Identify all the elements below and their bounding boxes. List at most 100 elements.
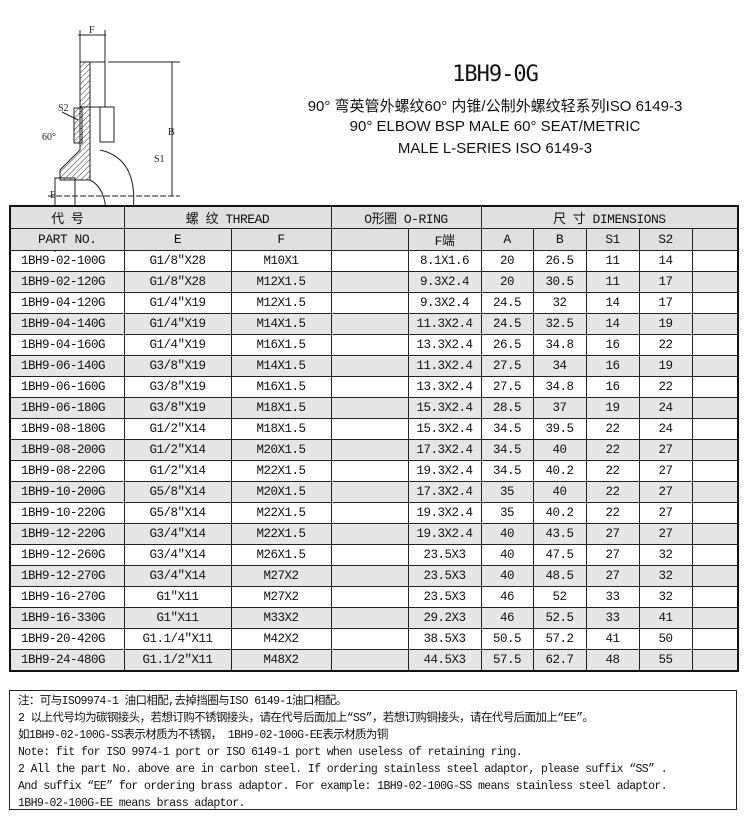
cell-thread-e: G3/8″X19	[123, 376, 232, 398]
col-blank	[691, 228, 739, 251]
cell-dim-a: 27.5	[480, 376, 534, 398]
cell-dim-s1: 27	[585, 523, 640, 545]
cell-dim-b: 40.2	[532, 502, 587, 524]
cell-blank	[330, 460, 409, 482]
cell-dim-a: 34.5	[480, 418, 534, 440]
cell-dim-s1: 11	[585, 250, 640, 272]
cell-thread-e: G1/4″X19	[123, 313, 232, 335]
cell-blank	[330, 544, 409, 566]
cell-dim-s1: 41	[585, 628, 640, 650]
cell-blank	[691, 628, 739, 650]
cell-oring-f-end: 9.3X2.4	[407, 292, 482, 314]
cell-thread-f: M33X2	[230, 607, 332, 629]
drawing-label-s2: S2	[58, 103, 69, 114]
cell-part-no: 1BH9-04-140G	[9, 313, 125, 335]
cell-dim-a: 40	[480, 544, 534, 566]
cell-dim-s2: 27	[638, 439, 693, 461]
table-row: 1BH9-04-140G G1/4″X19 M14X1.5 11.3X2.4 24.5 3…	[9, 313, 739, 335]
cell-thread-e: G3/4″X14	[123, 523, 232, 545]
cell-dim-s2: 27	[638, 502, 693, 524]
cell-part-no: 1BH9-12-270G	[9, 565, 125, 587]
cell-thread-e: G3/8″X19	[123, 397, 232, 419]
cell-dim-b: 57.2	[532, 628, 587, 650]
cell-dim-b: 43.5	[532, 523, 587, 545]
dimensions-table: 代 号 螺 纹 THREAD O形圈 O-RING 尺 寸 DIMENSIONS…	[9, 205, 739, 672]
header-dimensions: 尺 寸 DIMENSIONS	[480, 205, 739, 229]
table-row: 1BH9-10-200G G5/8″X14 M20X1.5 17.3X2.4 35 40 2…	[9, 481, 739, 503]
cell-dim-b: 37	[532, 397, 587, 419]
table-row: 1BH9-24-480G G1.1/2″X11 M48X2 44.5X3 57.5 62.…	[9, 649, 739, 672]
cell-oring-f-end: 19.3X2.4	[407, 460, 482, 482]
cell-thread-f: M48X2	[230, 649, 332, 672]
cell-oring-f-end: 44.5X3	[407, 649, 482, 672]
cell-dim-s1: 22	[585, 502, 640, 524]
cell-thread-f: M10X1	[230, 250, 332, 272]
cell-oring-f-end: 23.5X3	[407, 565, 482, 587]
drawing-label-s1: S1	[154, 154, 165, 165]
cell-dim-a: 40	[480, 565, 534, 587]
drawing-label-b: B	[168, 127, 175, 138]
cell-part-no: 1BH9-20-420G	[9, 628, 125, 650]
cell-oring-f-end: 9.3X2.4	[407, 271, 482, 293]
cell-blank	[691, 460, 739, 482]
cell-part-no: 1BH9-06-160G	[9, 376, 125, 398]
cell-dim-s1: 22	[585, 460, 640, 482]
product-code: 1BH9-0G	[452, 62, 539, 87]
header-oring: O形圈 O-RING	[330, 205, 482, 229]
cell-dim-a: 24.5	[480, 292, 534, 314]
cell-dim-a: 40	[480, 523, 534, 545]
cell-oring-f-end: 29.2X3	[407, 607, 482, 629]
cell-part-no: 1BH9-10-200G	[9, 481, 125, 503]
cell-dim-s2: 32	[638, 544, 693, 566]
cell-part-no: 1BH9-12-260G	[9, 544, 125, 566]
cell-part-no: 1BH9-16-330G	[9, 607, 125, 629]
cell-part-no: 1BH9-08-200G	[9, 439, 125, 461]
header-thread: 螺 纹 THREAD	[123, 205, 332, 229]
cell-dim-s2: 32	[638, 565, 693, 587]
cell-oring-f-end: 23.5X3	[407, 544, 482, 566]
cell-dim-s2: 22	[638, 334, 693, 356]
cell-blank	[330, 523, 409, 545]
cell-dim-s1: 14	[585, 292, 640, 314]
title-chinese: 90° 弯英管外螺纹60° 内锥/公制外螺纹轻系列ISO 6149-3	[307, 98, 683, 115]
cell-dim-b: 40.2	[532, 460, 587, 482]
cell-blank	[691, 565, 739, 587]
cell-dim-s2: 55	[638, 649, 693, 672]
cell-blank	[330, 292, 409, 314]
cell-part-no: 1BH9-16-270G	[9, 586, 125, 608]
cell-dim-b: 40	[532, 481, 587, 503]
cell-dim-b: 52	[532, 586, 587, 608]
cell-part-no: 1BH9-04-120G	[9, 292, 125, 314]
cell-thread-f: M12X1.5	[230, 271, 332, 293]
cell-dim-s1: 27	[585, 544, 640, 566]
cell-oring-f-end: 19.3X2.4	[407, 502, 482, 524]
cell-oring-f-end: 38.5X3	[407, 628, 482, 650]
cell-dim-s1: 48	[585, 649, 640, 672]
cell-dim-a: 24.5	[480, 313, 534, 335]
cell-thread-e: G1/4″X19	[123, 334, 232, 356]
cell-blank	[691, 544, 739, 566]
cell-oring-f-end: 8.1X1.6	[407, 250, 482, 272]
cell-dim-s1: 16	[585, 334, 640, 356]
cell-oring-f-end: 11.3X2.4	[407, 313, 482, 335]
header-code: 代 号	[9, 205, 125, 229]
drawing-label-f: F	[89, 25, 95, 36]
cell-dim-b: 32	[532, 292, 587, 314]
table-row: 1BH9-04-120G G1/4″X19 M12X1.5 9.3X2.4 24.5 32…	[9, 292, 739, 314]
cell-thread-f: M22X1.5	[230, 460, 332, 482]
cell-dim-a: 34.5	[480, 439, 534, 461]
cell-part-no: 1BH9-12-220G	[9, 523, 125, 545]
title-english-line-1: 90° ELBOW BSP MALE 60° SEAT/METRIC	[349, 118, 641, 135]
cell-thread-f: M16X1.5	[230, 334, 332, 356]
cell-blank	[691, 607, 739, 629]
table-row: 1BH9-08-220G G1/2″X14 M22X1.5 19.3X2.4 34.5 4…	[9, 460, 739, 482]
table-row: 1BH9-02-120G G1/8″X28 M12X1.5 9.3X2.4 20 30.5…	[9, 271, 739, 293]
cell-dim-b: 30.5	[532, 271, 587, 293]
cell-thread-e: G1″X11	[123, 607, 232, 629]
cell-blank	[691, 250, 739, 272]
cell-part-no: 1BH9-10-220G	[9, 502, 125, 524]
cell-dim-a: 46	[480, 607, 534, 629]
cell-dim-s2: 50	[638, 628, 693, 650]
cell-thread-e: G1/4″X19	[123, 292, 232, 314]
col-s1: S1	[585, 228, 640, 251]
